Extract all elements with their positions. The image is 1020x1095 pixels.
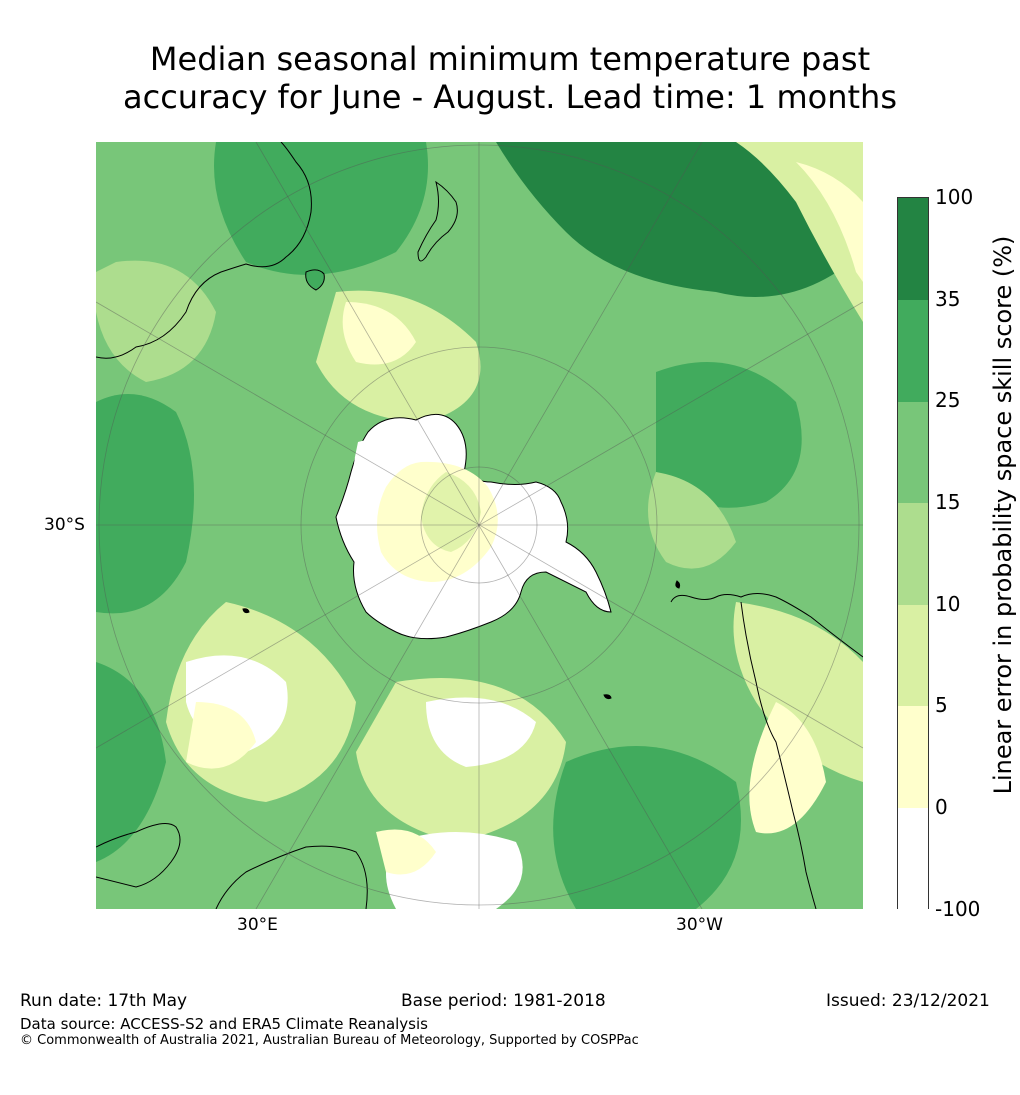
copyright: © Commonwealth of Australia 2021, Austra… <box>20 1033 639 1048</box>
colorbar <box>897 197 929 910</box>
skill-score-map <box>96 142 863 909</box>
colorbar-bin-35-100 <box>898 198 928 300</box>
colorbar-bin-10-15 <box>898 503 928 605</box>
lat-label-30s: 30°S <box>44 515 85 535</box>
colorbar-bin-neg100-0 <box>898 808 928 910</box>
low-skill-patches <box>186 302 536 909</box>
colorbar-tick: 25 <box>935 388 961 412</box>
chart-title: Median seasonal minimum temperature past… <box>0 40 1020 116</box>
colorbar-tick: 100 <box>935 185 974 209</box>
colorbar-tick: -100 <box>935 897 981 921</box>
title-line-2: accuracy for June - August. Lead time: 1… <box>123 78 897 116</box>
colorbar-tick: 5 <box>935 693 948 717</box>
data-source: Data source: ACCESS-S2 and ERA5 Climate … <box>20 1015 428 1033</box>
antarctica <box>335 413 612 640</box>
graticule <box>96 142 863 909</box>
base-period: Base period: 1981-2018 <box>401 991 606 1011</box>
lon-label-30w: 30°W <box>676 915 723 935</box>
polar-map <box>96 142 863 909</box>
colorbar-bin-25-35 <box>898 300 928 402</box>
colorbar-bin-0-5 <box>898 706 928 808</box>
issued-date: Issued: 23/12/2021 <box>826 991 990 1011</box>
run-date: Run date: 17th May <box>20 991 188 1011</box>
colorbar-tick: 10 <box>935 592 961 616</box>
landmass-outlines <box>96 142 863 909</box>
colorbar-label: Linear error in probability space skill … <box>989 235 1017 795</box>
colorbar-tick: 0 <box>935 795 948 819</box>
colorbar-tick: 15 <box>935 490 961 514</box>
colorbar-bin-15-25 <box>898 402 928 503</box>
title-line-1: Median seasonal minimum temperature past <box>149 40 871 78</box>
lon-label-30e: 30°E <box>237 915 278 935</box>
colorbar-bin-5-10 <box>898 605 928 706</box>
colorbar-tick: 35 <box>935 287 961 311</box>
